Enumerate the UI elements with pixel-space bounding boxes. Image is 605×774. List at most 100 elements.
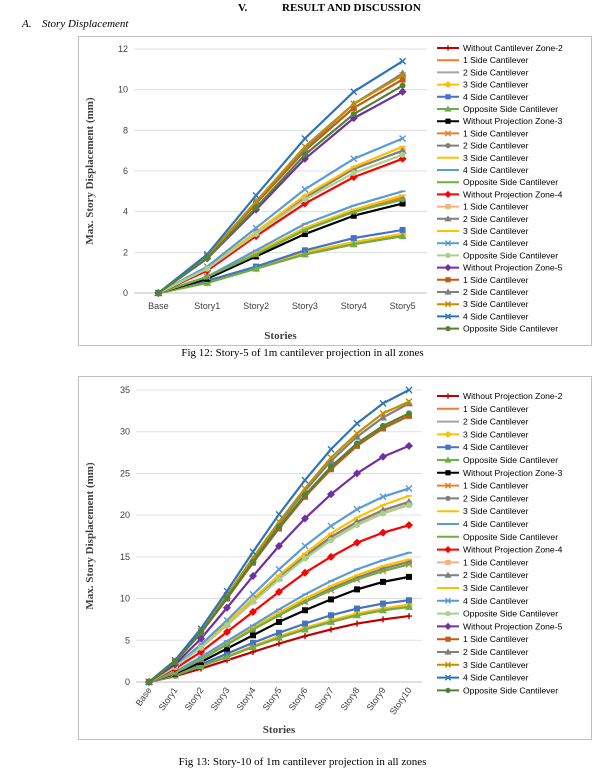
legend-label: Without Projection Zone-5 <box>463 263 563 273</box>
data-point <box>275 542 283 551</box>
data-point <box>350 88 358 96</box>
legend-marker <box>445 326 451 332</box>
data-point <box>379 413 387 421</box>
data-point <box>328 463 334 470</box>
series-24-opposite-side-cantilever <box>155 82 406 296</box>
legend-item: 1 Side Cantilever <box>437 404 529 414</box>
legend-label: 4 Side Cantilever <box>463 311 529 321</box>
legend-label: 1 Side Cantilever <box>463 634 529 644</box>
data-point <box>197 662 205 670</box>
legend-item: 2 Side Cantilever <box>437 493 529 503</box>
legend-marker <box>445 636 451 642</box>
legend-marker <box>445 393 451 399</box>
data-point <box>223 587 231 595</box>
subsection-label: A. <box>22 18 32 30</box>
data-point <box>379 399 387 407</box>
legend-item: 1 Side Cantilever <box>437 275 529 285</box>
legend-label: Without Projection Zone-5 <box>463 621 563 631</box>
legend-label: Opposite Side Cantilever <box>463 177 558 187</box>
data-point <box>399 82 406 89</box>
data-point <box>350 170 357 177</box>
data-point <box>327 454 335 462</box>
data-point <box>354 522 360 529</box>
legend-label: 3 Side Cantilever <box>463 583 529 593</box>
data-point <box>405 441 413 450</box>
legend-marker <box>444 190 452 198</box>
y-tick-label: 20 <box>120 510 130 520</box>
y-tick-label: 8 <box>123 125 128 135</box>
legend-label: 4 Side Cantilever <box>463 673 529 683</box>
series-line <box>157 153 404 295</box>
legend-item: 2 Side Cantilever <box>437 287 529 297</box>
legend-item: 2 Side Cantilever <box>437 647 529 657</box>
data-point <box>302 633 308 640</box>
x-tick-label: Story6 <box>287 685 310 712</box>
data-point <box>406 573 412 580</box>
y-tick-label: 25 <box>120 468 130 478</box>
legend-item: Without Cantilever Zone-2 <box>437 43 563 53</box>
fig13-caption: Fig 13: Story-10 of 1m cantilever projec… <box>178 756 427 768</box>
legend-item: Opposite Side Cantilever <box>437 532 558 542</box>
x-tick-label: Story3 <box>209 685 232 712</box>
data-point <box>349 164 358 172</box>
legend-item: Without Projection Zone-2 <box>437 391 563 401</box>
legend-marker <box>445 559 451 565</box>
legend-marker <box>444 430 452 438</box>
data-point <box>399 226 406 233</box>
data-point <box>198 629 204 636</box>
series-23-4-side-cantilever <box>145 386 413 686</box>
data-point <box>398 232 407 240</box>
y-tick-label: 10 <box>118 85 128 95</box>
series-18-opposite-side-cantilever <box>155 151 406 296</box>
legend-marker <box>445 687 451 693</box>
y-tick-label: 4 <box>123 207 128 217</box>
data-point <box>275 565 283 573</box>
data-point <box>350 212 357 219</box>
series-line <box>157 157 404 295</box>
data-point <box>327 552 335 561</box>
legend-item: 4 Side Cantilever <box>437 442 529 452</box>
legend-marker <box>445 94 451 100</box>
legend-item: 3 Side Cantilever <box>437 429 529 439</box>
y-tick-label: 5 <box>125 635 130 645</box>
legend-label: 3 Side Cantilever <box>463 660 529 670</box>
data-point <box>379 452 387 461</box>
legend-label: 1 Side Cantilever <box>463 481 529 491</box>
data-point <box>398 69 407 77</box>
legend-label: 2 Side Cantilever <box>463 647 529 657</box>
data-point <box>252 224 260 232</box>
x-tick-label: Story5 <box>390 301 416 311</box>
legend-label: Without Projection Zone-3 <box>463 468 563 478</box>
data-point <box>380 578 386 585</box>
series-line <box>157 137 404 295</box>
series-line <box>157 74 404 295</box>
y-tick-label: 30 <box>120 427 130 437</box>
data-point <box>405 386 413 394</box>
legend-marker <box>444 546 452 554</box>
legend-marker <box>444 597 452 604</box>
data-point <box>398 87 407 96</box>
legend-marker <box>444 81 452 89</box>
legend-marker <box>444 674 452 681</box>
legend-label: 4 Side Cantilever <box>463 238 529 248</box>
x-tick-label: Story5 <box>261 685 284 712</box>
legend-item: Without Projection Zone-5 <box>437 263 563 273</box>
legend-marker <box>444 313 452 320</box>
legend-label: Opposite Side Cantilever <box>463 685 558 695</box>
data-point <box>301 196 308 203</box>
data-point <box>353 505 361 513</box>
series-line <box>157 228 404 295</box>
subsection-title: Story Displacement <box>42 18 129 30</box>
data-point <box>327 445 335 453</box>
data-point <box>328 537 334 544</box>
legend-marker <box>444 301 452 308</box>
legend-label: 3 Side Cantilever <box>463 506 529 516</box>
data-point <box>276 629 282 636</box>
legend-label: 3 Side Cantilever <box>463 429 529 439</box>
legend-label: 2 Side Cantilever <box>463 141 529 151</box>
legend-label: 3 Side Cantilever <box>463 299 529 309</box>
legend-item: 3 Side Cantilever <box>437 153 529 163</box>
data-point <box>353 429 361 437</box>
data-point <box>204 255 211 262</box>
